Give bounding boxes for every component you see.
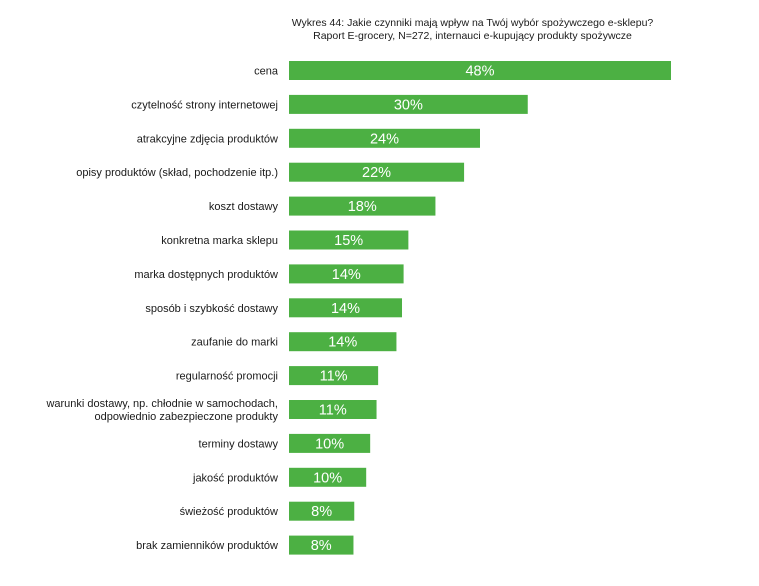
chart-subtitle: Raport E-grocery, N=272, internauci e-ku…	[313, 30, 632, 42]
category-label-line: koszt dostawy	[209, 201, 279, 213]
bar	[289, 298, 403, 318]
bar	[289, 400, 377, 419]
value-label: 10%	[315, 436, 344, 452]
bar	[289, 467, 367, 487]
bar	[289, 366, 379, 386]
category-label: zaufanie do marki	[191, 337, 278, 349]
value-label: 10%	[313, 470, 342, 486]
value-label: 15%	[334, 233, 363, 249]
value-label: 11%	[319, 403, 347, 419]
category-label: atrakcyjne zdjęcia produktów	[137, 133, 278, 145]
bar	[289, 94, 528, 114]
bar	[289, 264, 404, 284]
bar	[289, 332, 397, 352]
category-label: brak zamienników produktów	[136, 540, 278, 552]
value-label: 22%	[362, 165, 391, 181]
value-label: 8%	[311, 538, 332, 554]
bar	[289, 128, 480, 148]
value-label: 18%	[348, 199, 377, 215]
category-label-line: cena	[254, 66, 279, 78]
category-label-line: warunki dostawy, np. chłodnie w samochod…	[45, 398, 278, 410]
category-label: terminy dostawy	[199, 438, 279, 450]
value-label: 11%	[320, 369, 348, 385]
category-label-line: sposób i szybkość dostawy	[145, 303, 278, 315]
category-label: świeżość produktów	[180, 506, 278, 518]
value-label: 30%	[394, 97, 423, 113]
value-label: 24%	[370, 131, 399, 147]
category-label-line: czytelność strony internetowej	[131, 99, 278, 111]
category-label: koszt dostawy	[209, 201, 279, 213]
bar	[289, 501, 355, 521]
value-label: 14%	[328, 335, 357, 351]
value-label: 14%	[332, 267, 361, 283]
category-label: warunki dostawy, np. chłodnie w samochod…	[45, 398, 278, 423]
chart-title: Wykres 44: Jakie czynniki mają wpływ na …	[291, 17, 654, 29]
category-label-line: brak zamienników produktów	[136, 540, 278, 552]
value-label: 48%	[465, 64, 494, 80]
category-label: marka dostępnych produktów	[134, 269, 278, 281]
category-label-line: terminy dostawy	[199, 438, 279, 450]
category-label-line: marka dostępnych produktów	[134, 269, 278, 281]
value-label: 8%	[311, 504, 332, 520]
category-label-line: konkretna marka sklepu	[161, 235, 278, 247]
bar	[289, 433, 371, 453]
category-label-line: atrakcyjne zdjęcia produktów	[137, 133, 278, 145]
category-label: regularność promocji	[176, 371, 278, 383]
category-label: jakość produktów	[192, 472, 278, 484]
category-label: konkretna marka sklepu	[161, 235, 278, 247]
category-label-line: zaufanie do marki	[191, 337, 278, 349]
category-label-line: regularność promocji	[176, 371, 278, 383]
category-label-line: jakość produktów	[192, 472, 278, 484]
category-label-line: odpowiednio zabezpieczone produkty	[95, 411, 279, 423]
category-label: czytelność strony internetowej	[131, 99, 278, 111]
value-label: 14%	[331, 301, 360, 317]
bar	[289, 196, 436, 216]
category-label: sposób i szybkość dostawy	[145, 303, 278, 315]
category-label: cena	[254, 66, 279, 78]
bar	[289, 535, 354, 555]
bar	[289, 61, 671, 80]
bar	[289, 230, 409, 250]
chart-title-block: Wykres 44: Jakie czynniki mają wpływ na …	[200, 17, 745, 43]
category-label: opisy produktów (skład, pochodzenie itp.…	[76, 167, 278, 179]
bar	[289, 162, 465, 182]
category-label-line: świeżość produktów	[180, 506, 278, 518]
category-label-line: opisy produktów (skład, pochodzenie itp.…	[76, 167, 278, 179]
